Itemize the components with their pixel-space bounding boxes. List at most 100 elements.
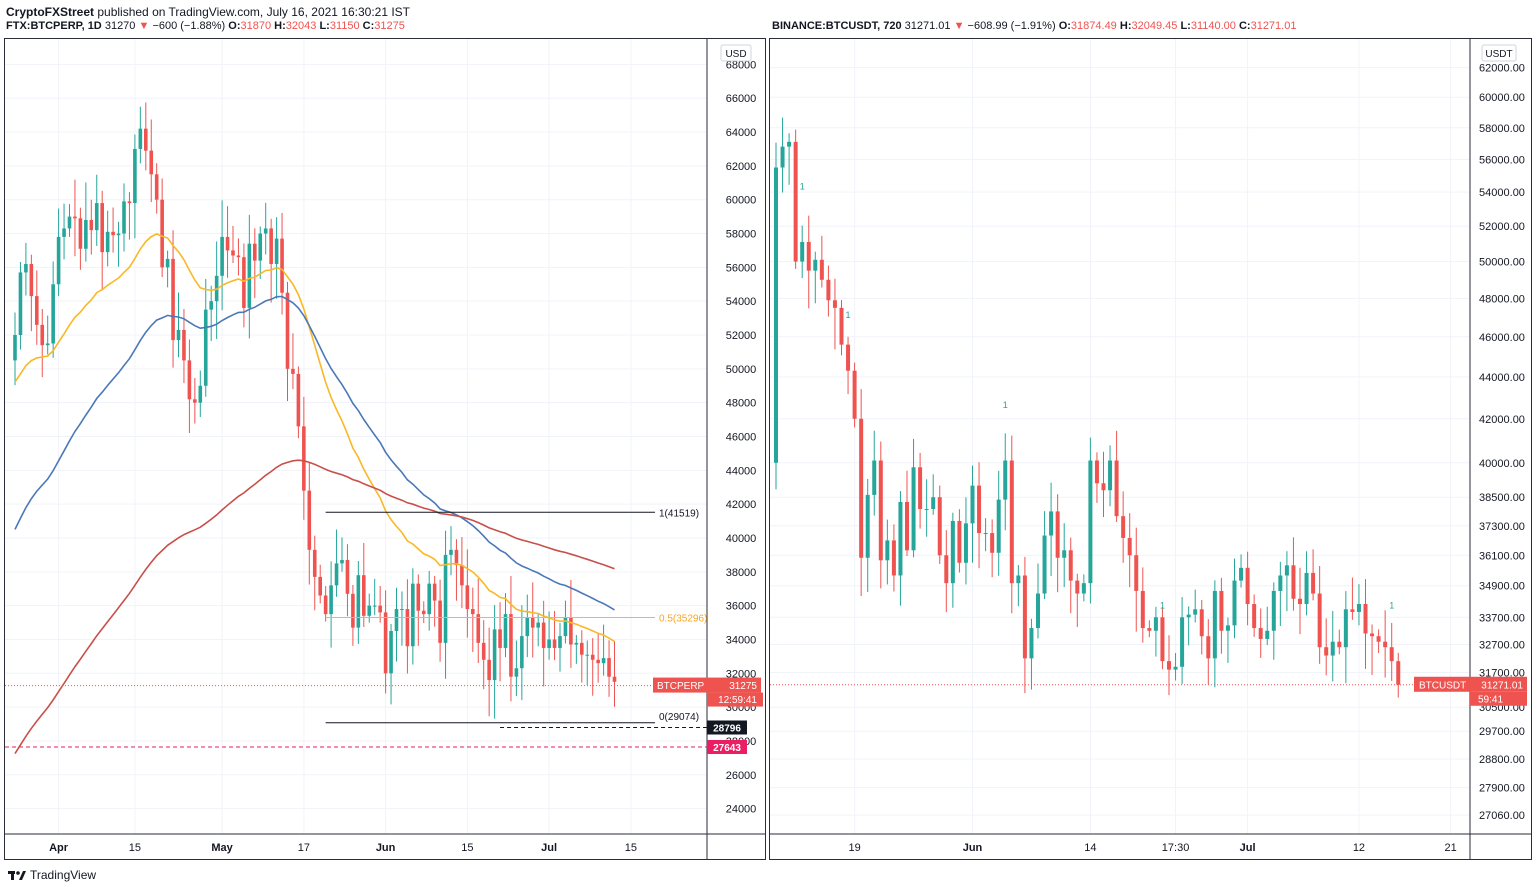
candle: [312, 549, 317, 577]
candle: [296, 373, 301, 427]
candle: [176, 329, 181, 341]
candle: [29, 263, 34, 297]
y-tick-label: 42000.00: [1479, 414, 1525, 426]
candle: [1284, 565, 1289, 576]
candle: [1193, 609, 1198, 615]
candle: [970, 485, 975, 524]
candle: [1206, 636, 1211, 659]
ema-50-line: [14, 233, 615, 643]
candle: [274, 238, 279, 264]
candle: [585, 654, 590, 656]
x-tick-label: Jun: [963, 842, 983, 854]
ema-200-line: [14, 459, 615, 755]
y-tick-label: 27900.00: [1479, 783, 1525, 795]
candle: [487, 659, 491, 681]
candle: [1016, 575, 1021, 584]
candle: [1153, 617, 1158, 631]
candle: [471, 609, 475, 615]
candle: [1022, 575, 1027, 659]
candle: [171, 258, 175, 341]
y-tick-label: 33700.00: [1479, 612, 1525, 624]
candle: [800, 241, 805, 262]
x-tick-label: Jul: [1240, 842, 1256, 854]
candle: [122, 201, 126, 234]
candle: [1101, 483, 1106, 491]
candle: [127, 201, 132, 204]
y-tick-label: 62000.00: [1479, 63, 1525, 75]
candle: [247, 243, 252, 308]
tradingview-brand: TradingView: [30, 868, 97, 882]
candle: [443, 554, 448, 643]
candle: [231, 250, 235, 256]
candle: [454, 549, 459, 566]
left-chart-svg[interactable]: 1(41519)0.5(35296)0(29074)24000260002800…: [5, 39, 765, 859]
y-tick-label: 32700.00: [1479, 639, 1525, 651]
candle: [307, 490, 312, 550]
candle: [51, 284, 55, 344]
candle: [45, 343, 50, 346]
candle: [1062, 550, 1067, 558]
candle: [1383, 641, 1388, 648]
left-open: 31870: [240, 20, 272, 32]
right-chart-panel[interactable]: 1 1 1 1 1 27060.00 27900.00 28800.00 29700.00 305…: [769, 38, 1532, 860]
y-tick-label: 54000.00: [1479, 187, 1525, 199]
candle: [1232, 580, 1237, 626]
signal-marker: 1: [800, 181, 805, 191]
price-tag-bg: [1414, 676, 1527, 692]
candle: [1350, 609, 1355, 612]
left-o-label: O:: [228, 20, 241, 32]
candle: [225, 236, 230, 251]
candle: [13, 335, 17, 361]
candle: [1396, 661, 1401, 685]
candle: [481, 642, 486, 660]
y-tick-label: 56000.00: [1479, 154, 1525, 166]
candle: [852, 370, 857, 419]
candle: [318, 576, 322, 596]
down-arrow-icon: ▼: [138, 20, 150, 32]
y-tick-label: 52000.00: [1479, 221, 1525, 233]
y-tick-label: 54000: [726, 296, 757, 308]
author-name[interactable]: CryptoFXStreet: [6, 5, 95, 19]
right-symbol[interactable]: BINANCE:BTCUSDT, 720: [772, 20, 902, 32]
candle: [340, 559, 344, 564]
candle: [198, 385, 203, 403]
candle: [596, 659, 600, 664]
candle: [203, 309, 208, 386]
left-symbol[interactable]: FTX:BTCPERP, 1D: [6, 20, 102, 32]
right-open: 31874.49: [1070, 20, 1117, 32]
y-tick-label: 68000: [726, 59, 757, 71]
candle: [465, 585, 470, 610]
candle: [514, 668, 519, 677]
candle: [977, 485, 982, 534]
candle: [1219, 590, 1224, 631]
candle: [356, 575, 361, 628]
candle: [1009, 460, 1014, 584]
candle: [67, 216, 72, 229]
left-low: 31150: [329, 20, 360, 32]
candle: [56, 236, 61, 285]
tradingview-footer[interactable]: TradingView: [8, 868, 96, 882]
left-close: 31275: [374, 20, 405, 32]
candle: [24, 263, 28, 273]
y-tick-label: 44000.00: [1479, 372, 1525, 384]
candle: [187, 360, 192, 400]
level-27643-label: 27643: [713, 743, 741, 754]
left-legend: FTX:BTCPERP, 1D 31270 ▼ −600 (−1.88%) O:…: [6, 20, 405, 32]
candle: [427, 583, 431, 615]
candle: [1239, 567, 1244, 581]
candle: [1258, 628, 1263, 639]
right-high: 32049.45: [1131, 20, 1178, 32]
y-tick-label: 48000: [726, 398, 757, 410]
candle: [78, 218, 83, 249]
candle: [1173, 666, 1178, 670]
left-chart-panel[interactable]: 1(41519)0.5(35296)0(29074)24000260002800…: [4, 38, 766, 860]
right-legend: BINANCE:BTCUSDT, 720 31271.01 ▼ −608.99 …: [772, 20, 1296, 32]
left-c-label: C:: [362, 20, 375, 32]
candle: [1265, 630, 1270, 639]
y-tick-label: 60000.00: [1479, 92, 1525, 104]
candle: [111, 231, 115, 236]
signal-marker: 1: [1003, 400, 1008, 410]
candle: [18, 272, 23, 336]
countdown-bg: [1470, 691, 1527, 706]
